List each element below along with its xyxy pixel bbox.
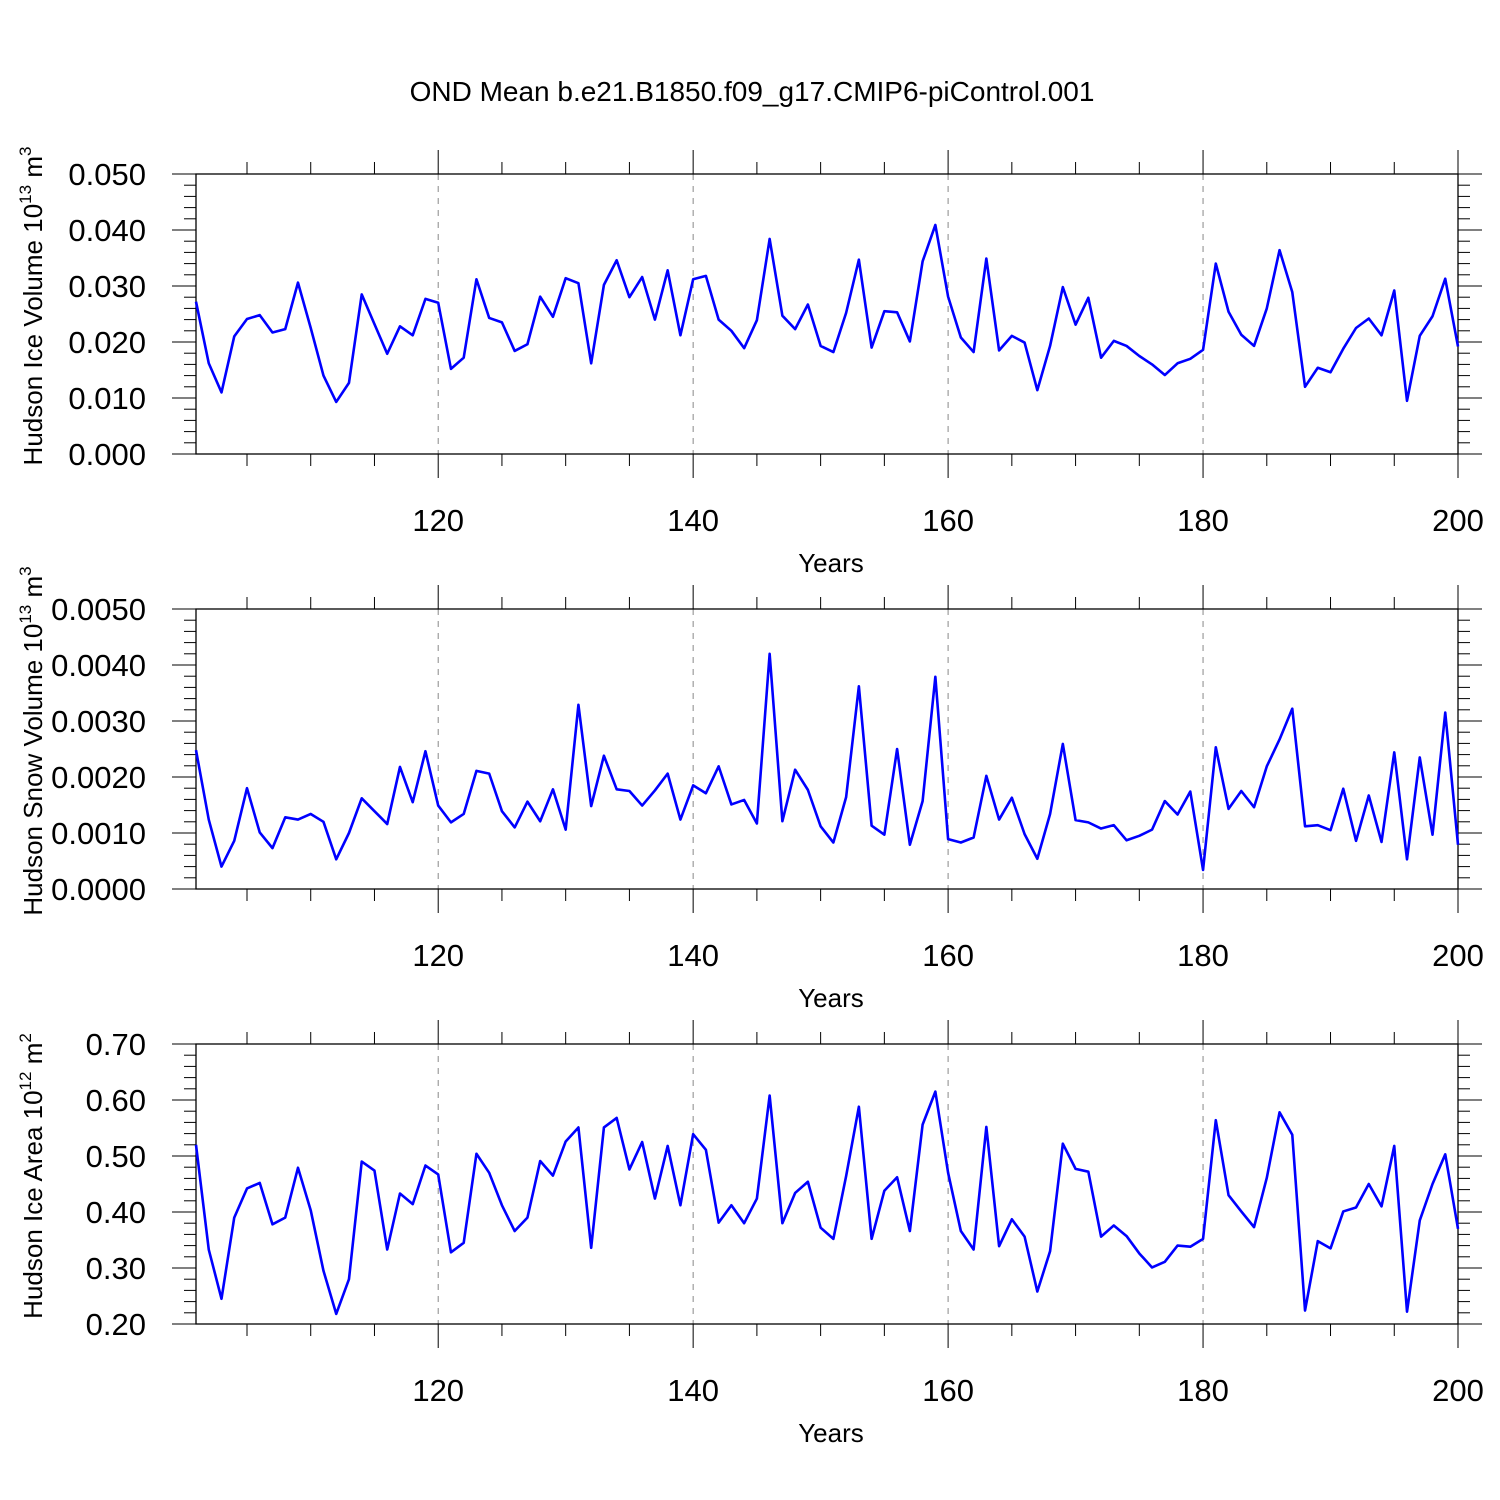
series-line-ice-area [194,1090,1460,1316]
x-tick-label: 180 [1177,503,1229,538]
y-axis-title-exponent: 13 [16,605,35,624]
y-tick-label: 0.0020 [51,760,146,795]
y-axis-title: Hudson Snow Volume 1013 m3 [16,566,48,915]
y-tick-label: 0.050 [68,157,146,192]
y-axis-title-exponent: 12 [16,1072,35,1091]
series-line-ice-volume [194,223,1460,404]
y-axis-title-unit-exponent: 3 [16,566,35,575]
y-axis-title-exponent: 13 [16,185,35,204]
x-axis-title: Years [798,1418,864,1448]
x-tick-label: 120 [412,938,464,973]
y-axis-title: Hudson Ice Area 1012 m2 [16,1033,48,1319]
y-axis-title-text: Hudson Snow Volume 10 [18,624,48,916]
y-tick-label: 0.000 [68,437,146,472]
y-axis-title-unit-exponent: 3 [16,147,35,156]
y-tick-label: 0.20 [86,1307,146,1342]
panel-snow-volume: 0.0000 0.0010 0.0020 0.0030 0.0040 0.0050 120 1… [16,566,1484,1013]
panel-ice-volume: 0.000 0.010 0.020 0.030 0.040 0.050 120 140 160 1… [16,147,1484,578]
plot-frame [195,173,1459,455]
plot-frame [195,1043,1459,1325]
x-tick-label: 200 [1432,1373,1484,1408]
x-axis-title: Years [798,548,864,578]
y-tick-label: 0.0010 [51,816,146,851]
y-axis-title-unit: m [18,156,48,185]
series-line-snow-volume [194,652,1460,872]
y-tick-label: 0.0040 [51,648,146,683]
y-tick-label: 0.0000 [51,872,146,907]
y-axis-title-text: Hudson Ice Area 10 [18,1090,48,1318]
y-tick-label: 0.040 [68,213,146,248]
y-axis-title-unit: m [18,576,48,605]
y-tick-label: 0.70 [86,1027,146,1062]
x-tick-label: 200 [1432,938,1484,973]
y-tick-label: 0.50 [86,1139,146,1174]
x-tick-label: 180 [1177,1373,1229,1408]
y-axis-title: Hudson Ice Volume 1013 m3 [16,147,48,466]
x-tick-label: 140 [667,938,719,973]
x-tick-label: 160 [922,1373,974,1408]
x-tick-label: 120 [412,1373,464,1408]
y-tick-label: 0.40 [86,1195,146,1230]
x-tick-label: 160 [922,503,974,538]
y-axis-title-unit-exponent: 2 [16,1033,35,1042]
x-tick-label: 180 [1177,938,1229,973]
y-tick-label: 0.020 [68,325,146,360]
x-tick-label: 140 [667,1373,719,1408]
x-tick-label: 120 [412,503,464,538]
y-axis-title-unit: m [18,1043,48,1072]
y-tick-label: 0.030 [68,269,146,304]
x-tick-label: 200 [1432,503,1484,538]
x-tick-label: 160 [922,938,974,973]
panel-ice-area: 0.20 0.30 0.40 0.50 0.60 0.70 120 140 160 180 200 Y… [16,1020,1484,1448]
x-axis-title: Years [798,983,864,1013]
figure-title: OND Mean b.e21.B1850.f09_g17.CMIP6-piCon… [410,76,1095,107]
plot-frame [195,608,1459,890]
y-tick-label: 0.010 [68,381,146,416]
y-tick-label: 0.60 [86,1083,146,1118]
y-tick-label: 0.0030 [51,704,146,739]
x-tick-label: 140 [667,503,719,538]
y-axis-title-text: Hudson Ice Volume 10 [18,204,48,466]
y-tick-label: 0.0050 [51,592,146,627]
y-tick-label: 0.30 [86,1251,146,1286]
